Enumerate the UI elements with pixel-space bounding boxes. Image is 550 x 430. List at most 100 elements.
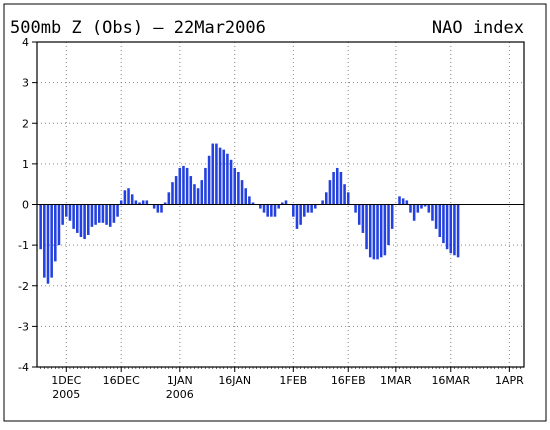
y-tick-label: -3 bbox=[18, 320, 29, 333]
nao-bar bbox=[101, 204, 105, 223]
nao-bar bbox=[72, 204, 75, 229]
nao-bar bbox=[196, 188, 200, 205]
nao-bar bbox=[97, 204, 101, 223]
nao-bar bbox=[372, 204, 376, 260]
nao-bar bbox=[163, 202, 167, 205]
nao-bar bbox=[138, 202, 141, 205]
nao-bar bbox=[46, 204, 50, 284]
nao-bar bbox=[174, 176, 178, 205]
y-tick-label: 4 bbox=[22, 36, 29, 49]
x-tick-label: 16DEC bbox=[103, 374, 140, 387]
nao-bar bbox=[237, 172, 240, 205]
nao-bar bbox=[83, 204, 86, 240]
nao-bar bbox=[108, 204, 112, 227]
bars-layer bbox=[39, 143, 460, 284]
nao-bar bbox=[266, 204, 269, 217]
nao-bar bbox=[119, 200, 123, 205]
nao-bar bbox=[416, 204, 420, 213]
nao-bar bbox=[105, 204, 108, 225]
nao-bar bbox=[182, 165, 185, 205]
nao-bar bbox=[335, 167, 339, 205]
outer-frame bbox=[3, 3, 547, 422]
nao-bar bbox=[365, 204, 368, 250]
nao-bar bbox=[299, 204, 302, 225]
nao-bar bbox=[401, 198, 405, 205]
nao-bar bbox=[328, 180, 332, 205]
nao-bar bbox=[284, 200, 288, 205]
nao-bar bbox=[262, 204, 266, 213]
nao-bar bbox=[134, 200, 138, 205]
nao-bar bbox=[218, 147, 222, 205]
nao-bar bbox=[409, 204, 412, 213]
nao-bar bbox=[57, 204, 61, 246]
nao-bar bbox=[54, 204, 57, 262]
nao-bar bbox=[229, 159, 233, 205]
x-tick-label: 16MAR bbox=[431, 374, 470, 387]
nao-bar bbox=[383, 204, 387, 256]
nao-bar bbox=[94, 204, 97, 225]
nao-bar bbox=[281, 202, 284, 205]
nao-bar bbox=[456, 204, 460, 258]
nao-bar bbox=[434, 204, 438, 229]
x-tick-label: 16FEB bbox=[331, 374, 366, 387]
nao-bar bbox=[79, 204, 83, 237]
nao-bar bbox=[43, 204, 46, 278]
nao-bar bbox=[412, 204, 416, 221]
nao-bar bbox=[314, 204, 317, 209]
nao-bar bbox=[193, 184, 196, 205]
nao-bar bbox=[361, 204, 365, 233]
nao-bar bbox=[398, 196, 401, 205]
nao-bar bbox=[449, 204, 453, 254]
nao-bar bbox=[112, 204, 116, 223]
nao-bar bbox=[222, 149, 226, 205]
x-tick-label: 1FEB bbox=[279, 374, 307, 387]
nao-bar bbox=[200, 180, 204, 205]
nao-bar bbox=[167, 192, 171, 205]
nao-bar bbox=[189, 176, 193, 205]
nao-bar bbox=[226, 153, 229, 205]
nao-bar bbox=[160, 204, 163, 213]
nao-bar bbox=[86, 204, 90, 235]
nao-bar bbox=[427, 204, 431, 213]
nao-bar bbox=[453, 204, 456, 256]
x-tick-label: 16JAN bbox=[218, 374, 251, 387]
nao-bar bbox=[152, 204, 156, 209]
x-tick-year-label: 2005 bbox=[52, 388, 80, 401]
nao-bar bbox=[207, 155, 211, 205]
nao-bar bbox=[178, 167, 182, 205]
nao-bar bbox=[251, 202, 255, 205]
nao-bar bbox=[423, 204, 427, 207]
nao-bar bbox=[185, 167, 189, 205]
nao-bar bbox=[431, 204, 434, 221]
nao-bar bbox=[306, 204, 310, 213]
nao-bar bbox=[420, 204, 423, 209]
x-tick-label: 1APR bbox=[495, 374, 524, 387]
nao-bar bbox=[270, 204, 273, 217]
nao-bar bbox=[310, 204, 313, 213]
nao-bar bbox=[204, 167, 207, 205]
nao-bar bbox=[130, 194, 134, 205]
nao-bar bbox=[354, 204, 357, 213]
nao-bar bbox=[379, 204, 383, 258]
nao-bar bbox=[68, 204, 72, 221]
chart-title: 500mb Z (Obs) — 22Mar2006 bbox=[10, 18, 266, 38]
nao-bar bbox=[123, 190, 127, 205]
nao-bar bbox=[277, 204, 280, 209]
nao-bar bbox=[295, 204, 299, 229]
nao-bar bbox=[390, 204, 394, 229]
nao-bar bbox=[332, 172, 335, 205]
nao-bar bbox=[90, 204, 94, 227]
nao-bar bbox=[445, 204, 449, 250]
nao-bar bbox=[145, 200, 149, 205]
y-tick-label: -4 bbox=[18, 361, 29, 374]
nao-bar bbox=[116, 204, 119, 217]
nao-bar bbox=[343, 184, 346, 205]
nao-bar bbox=[240, 180, 244, 205]
nao-bar bbox=[346, 192, 350, 205]
y-tick-label: 2 bbox=[22, 117, 29, 130]
nao-bar bbox=[248, 196, 251, 205]
nao-bar bbox=[368, 204, 372, 258]
